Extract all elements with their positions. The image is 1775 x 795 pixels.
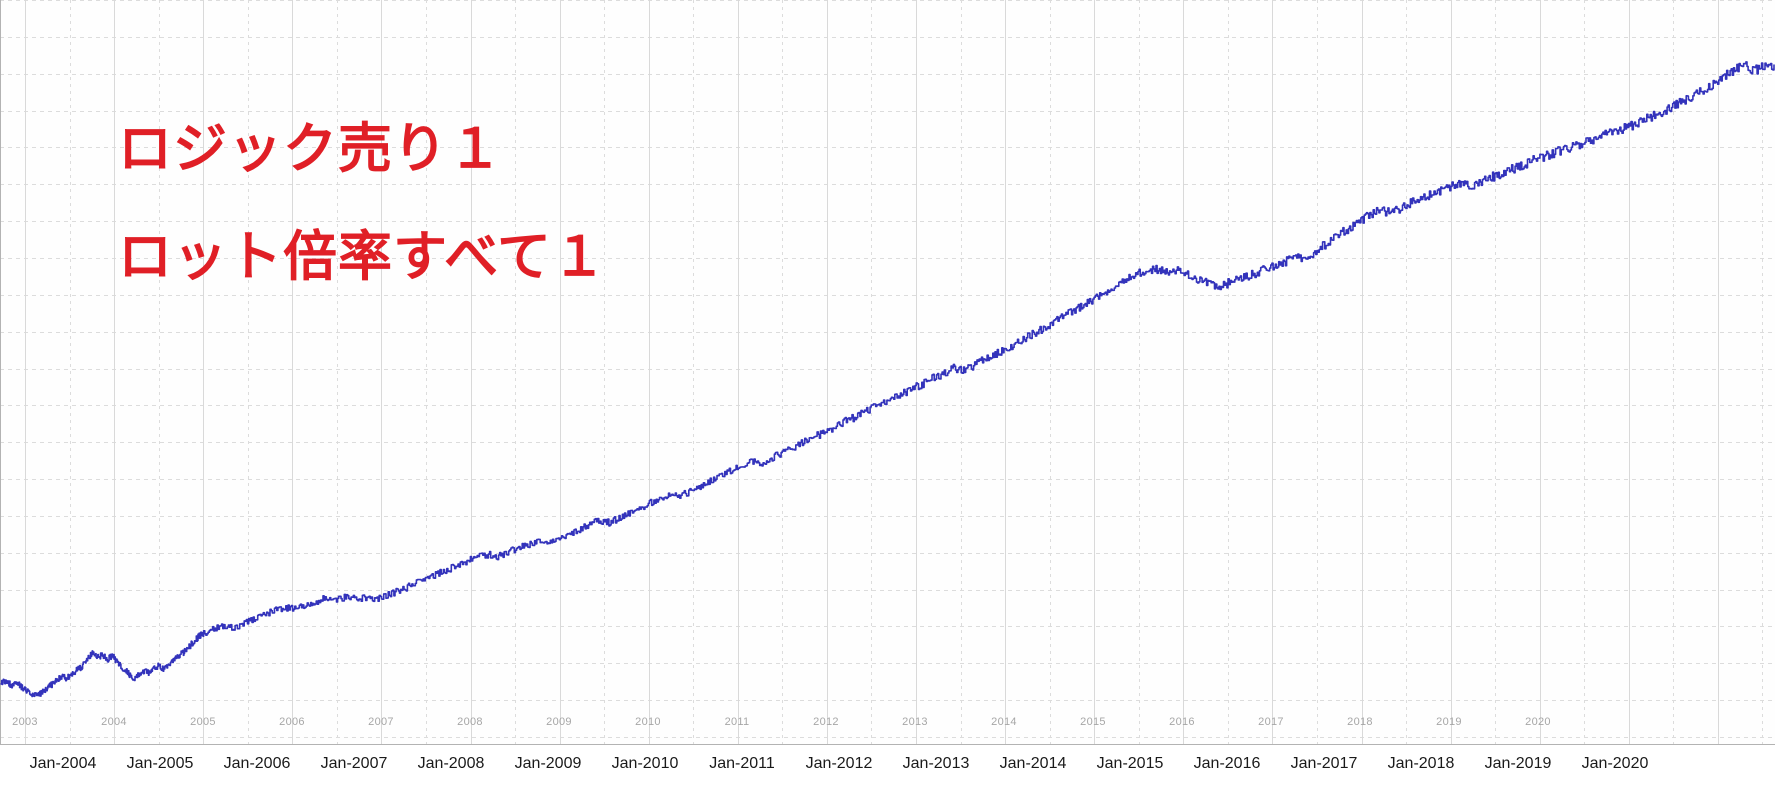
outer-tick-label: Jan-2020 bbox=[1581, 755, 1649, 772]
inner-tick-label: 2006 bbox=[279, 716, 305, 728]
inner-tick-label: 2010 bbox=[635, 716, 661, 728]
plot-area: 2003 2004 2005 2006 2007 2008 2009 2010 2011 2012… bbox=[0, 0, 1775, 745]
outer-tick-label: Jan-2013 bbox=[902, 755, 970, 772]
inner-tick-label: 2004 bbox=[101, 716, 127, 728]
inner-tick-label: 2019 bbox=[1436, 716, 1462, 728]
inner-tick-label: 2020 bbox=[1525, 716, 1551, 728]
inner-tick-label: 2008 bbox=[457, 716, 483, 728]
outer-tick-label: Jan-2011 bbox=[709, 755, 775, 772]
inner-tick-label: 2003 bbox=[12, 716, 38, 728]
inner-tick-label: 2011 bbox=[724, 716, 750, 728]
outer-tick-label: Jan-2019 bbox=[1484, 755, 1552, 772]
outer-month-year-axis: Jan-2004 Jan-2005 Jan-2006 Jan-2007 Jan-2008… bbox=[0, 745, 1775, 795]
outer-tick-label: Jan-2004 bbox=[29, 755, 97, 772]
inner-tick-label: 2015 bbox=[1080, 716, 1106, 728]
inner-tick-label: 2009 bbox=[546, 716, 572, 728]
outer-tick-label: Jan-2017 bbox=[1290, 755, 1358, 772]
equity-series-line bbox=[0, 61, 1775, 698]
inner-tick-label: 2012 bbox=[813, 716, 839, 728]
outer-tick-label: Jan-2005 bbox=[126, 755, 194, 772]
outer-tick-label: Jan-2018 bbox=[1387, 755, 1455, 772]
inner-tick-label: 2017 bbox=[1258, 716, 1284, 728]
chart-gridlines bbox=[0, 0, 1775, 745]
outer-tick-label: Jan-2012 bbox=[805, 755, 873, 772]
inner-tick-label: 2014 bbox=[991, 716, 1017, 728]
inner-tick-label: 2007 bbox=[368, 716, 394, 728]
outer-tick-label: Jan-2007 bbox=[320, 755, 388, 772]
outer-tick-label: Jan-2009 bbox=[514, 755, 582, 772]
outer-tick-label: Jan-2014 bbox=[999, 755, 1067, 772]
inner-tick-label: 2016 bbox=[1169, 716, 1195, 728]
outer-tick-label: Jan-2010 bbox=[611, 755, 679, 772]
inner-tick-label: 2005 bbox=[190, 716, 216, 728]
inner-tick-label: 2018 bbox=[1347, 716, 1373, 728]
outer-tick-label: Jan-2015 bbox=[1096, 755, 1164, 772]
outer-tick-label: Jan-2006 bbox=[223, 755, 291, 772]
outer-tick-label: Jan-2016 bbox=[1193, 755, 1261, 772]
inner-tick-label: 2013 bbox=[902, 716, 928, 728]
outer-tick-label: Jan-2008 bbox=[417, 755, 485, 772]
